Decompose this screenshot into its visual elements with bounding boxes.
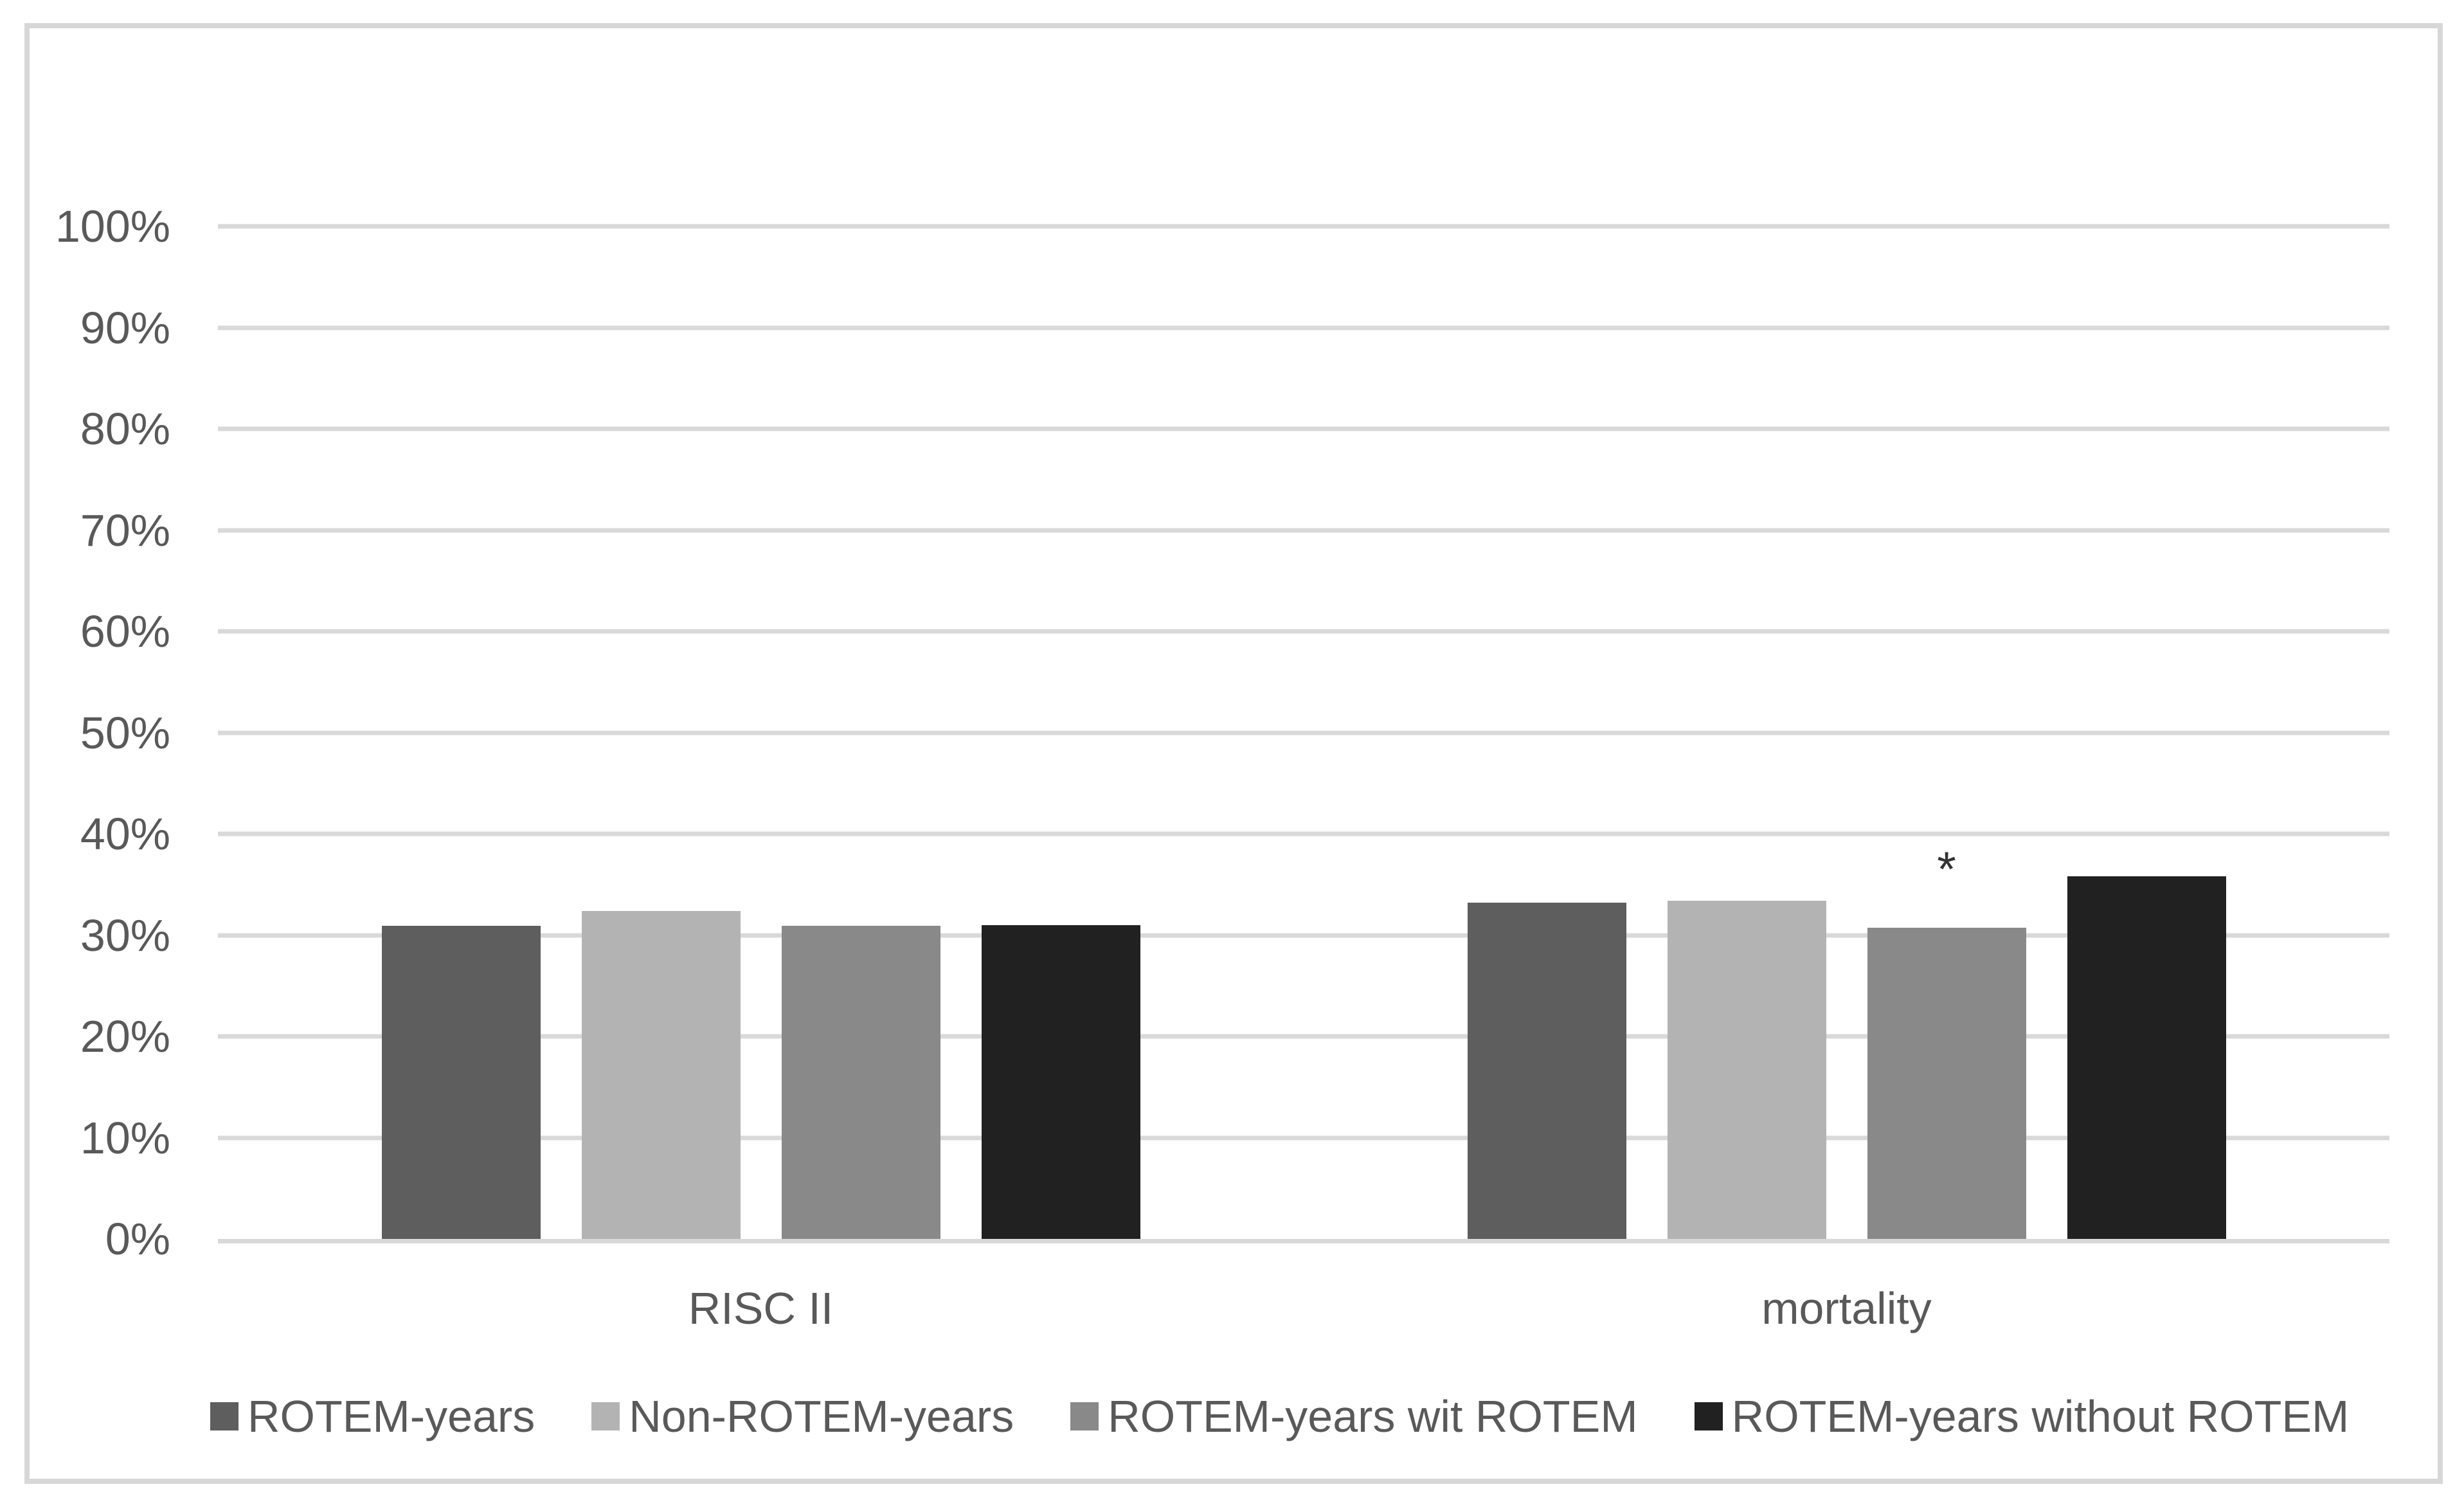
- bar-slot: [1467, 226, 1626, 1239]
- category-label: mortality: [1761, 1283, 1932, 1333]
- legend-swatch: [210, 1402, 238, 1430]
- x-axis: RISC II mortality: [218, 1283, 2389, 1334]
- bar: [381, 926, 541, 1239]
- y-axis-tick-label: 40%: [80, 809, 170, 859]
- gridline: [218, 528, 2389, 532]
- bar-slot: [1667, 226, 1826, 1239]
- bar: [1467, 903, 1626, 1239]
- legend-label: Non-ROTEM-years: [629, 1391, 1014, 1441]
- y-axis-tick-label: 30%: [80, 910, 170, 961]
- bar: [981, 925, 1140, 1239]
- gridline: [218, 1135, 2389, 1140]
- bar: [1667, 900, 1826, 1239]
- y-axis-tick-label: 10%: [80, 1112, 170, 1163]
- legend-swatch: [1070, 1402, 1099, 1430]
- legend-item: Non-ROTEM-years: [591, 1391, 1014, 1442]
- bar: [1867, 928, 2026, 1239]
- y-axis-tick-label: 20%: [80, 1011, 170, 1061]
- bar-slot: [981, 226, 1140, 1239]
- y-axis-tick-label: 100%: [55, 201, 170, 251]
- gridline: [218, 730, 2389, 735]
- plot-area: *: [218, 224, 2389, 1243]
- legend-label: ROTEM-years without ROTEM: [1731, 1391, 2350, 1441]
- legend: ROTEM-years Non-ROTEM-years ROTEM-years wi…: [210, 1387, 2349, 1445]
- gridline: [218, 224, 2389, 229]
- bar-slot: [781, 226, 940, 1239]
- bar-slot: *: [1867, 226, 2026, 1239]
- chart-frame: [24, 23, 2443, 1484]
- bar: [2067, 876, 2226, 1239]
- gridline: [218, 1034, 2389, 1039]
- y-axis-tick-label: 80%: [80, 404, 170, 454]
- y-axis: 0% 10% 20% 30% 40% 50% 60% 70% 80% 90% 100%: [0, 204, 170, 1261]
- bar-slot: [381, 226, 541, 1239]
- legend-item: ROTEM-years wit ROTEM: [1070, 1391, 1638, 1442]
- y-axis-tick-label: 90%: [80, 302, 170, 353]
- gridline: [218, 1239, 2389, 1243]
- legend-label: ROTEM-years wit ROTEM: [1108, 1391, 1638, 1441]
- bar-slot: [2067, 226, 2226, 1239]
- bar: [781, 926, 940, 1239]
- y-axis-tick-label: 60%: [80, 606, 170, 656]
- bar-slot: [581, 226, 741, 1239]
- significance-asterisk: *: [1937, 842, 1956, 898]
- bar-group: *: [1304, 226, 2389, 1239]
- y-axis-tick-label: 70%: [80, 505, 170, 555]
- legend-label: ROTEM-years: [247, 1391, 535, 1441]
- bar: [581, 910, 741, 1239]
- bar-group: [218, 226, 1304, 1239]
- gridline: [218, 933, 2389, 937]
- gridline: [218, 629, 2389, 634]
- legend-item: ROTEM-years without ROTEM: [1694, 1391, 2350, 1442]
- y-axis-tick-label: 0%: [105, 1214, 170, 1264]
- category-label: RISC II: [688, 1283, 834, 1333]
- legend-item: ROTEM-years: [210, 1391, 535, 1442]
- gridline: [218, 426, 2389, 431]
- gridline: [218, 831, 2389, 836]
- y-axis-tick-label: 50%: [80, 707, 170, 758]
- gridline: [218, 325, 2389, 330]
- legend-swatch: [1694, 1402, 1723, 1430]
- legend-swatch: [591, 1402, 620, 1430]
